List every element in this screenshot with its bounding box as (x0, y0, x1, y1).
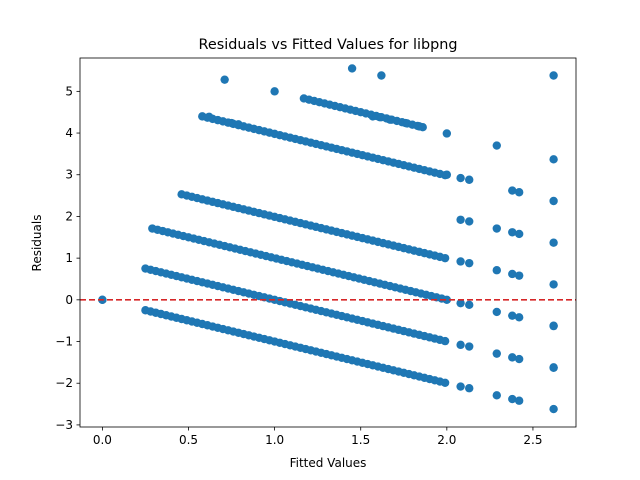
y-tick-label: 0 (65, 293, 73, 307)
x-tick-label: 2.5 (523, 433, 542, 447)
data-point (492, 349, 501, 358)
x-axis: 0.0 0.5 1.0 1.5 2.0 2.5 (93, 427, 542, 447)
plot-frame (79, 57, 577, 428)
data-point (549, 196, 558, 206)
data-point (456, 382, 465, 391)
chart-title: Residuals vs Fitted Values for libpng (199, 37, 458, 53)
x-tick-label: 0.0 (93, 433, 112, 447)
data-point (514, 188, 524, 197)
data-point (492, 266, 501, 275)
data-point (440, 378, 450, 387)
data-point (465, 258, 474, 268)
data-point (508, 311, 517, 320)
data-point (456, 340, 465, 350)
data-point (549, 238, 558, 247)
data-point (465, 342, 474, 351)
data-point (492, 141, 501, 150)
scatter-points (98, 64, 558, 414)
data-point (514, 271, 524, 280)
data-point (492, 307, 501, 317)
data-point (347, 64, 357, 73)
data-point (549, 404, 558, 414)
x-tick-label: 0.5 (179, 433, 198, 447)
data-point (549, 155, 558, 164)
data-point (220, 75, 229, 84)
x-tick-label: 2.0 (437, 433, 456, 447)
y-tick-label: 5 (65, 84, 73, 98)
data-point (465, 217, 474, 226)
x-axis-label: Fitted Values (290, 456, 367, 470)
data-point (514, 229, 524, 239)
data-point (549, 71, 558, 80)
y-axis-label: Residuals (30, 215, 44, 272)
data-point (440, 336, 450, 346)
y-tick-label: −3 (55, 418, 73, 432)
x-tick-label: 1.0 (265, 433, 284, 447)
data-point (270, 87, 279, 96)
data-point (549, 321, 558, 331)
y-tick-label: 2 (65, 209, 73, 223)
y-tick-label: 4 (65, 126, 73, 140)
data-point (465, 384, 474, 393)
data-point (514, 313, 524, 322)
data-point (442, 129, 452, 138)
data-point (456, 298, 465, 308)
data-point (549, 280, 558, 289)
data-point (492, 224, 501, 233)
data-point (508, 394, 517, 404)
y-axis: −3 −2 −1 0 1 2 3 4 5 (55, 84, 80, 432)
y-tick-label: −1 (55, 335, 73, 349)
data-point (514, 396, 524, 405)
data-point (456, 215, 465, 224)
data-point (465, 175, 474, 184)
data-point (440, 253, 450, 263)
data-point (492, 391, 501, 400)
data-point (508, 269, 517, 279)
data-point (442, 295, 452, 305)
data-point (377, 71, 386, 80)
data-point (456, 173, 465, 183)
data-point (514, 354, 524, 364)
y-tick-label: 3 (65, 168, 73, 182)
data-point (508, 353, 517, 362)
data-point (549, 363, 558, 372)
data-point (418, 123, 427, 132)
data-point (465, 300, 474, 310)
data-point (508, 186, 517, 195)
y-tick-label: 1 (65, 251, 73, 265)
y-tick-label: −2 (55, 376, 73, 390)
data-point (456, 257, 465, 266)
x-tick-label: 1.5 (351, 433, 370, 447)
data-point (440, 170, 450, 180)
data-point (508, 228, 517, 237)
